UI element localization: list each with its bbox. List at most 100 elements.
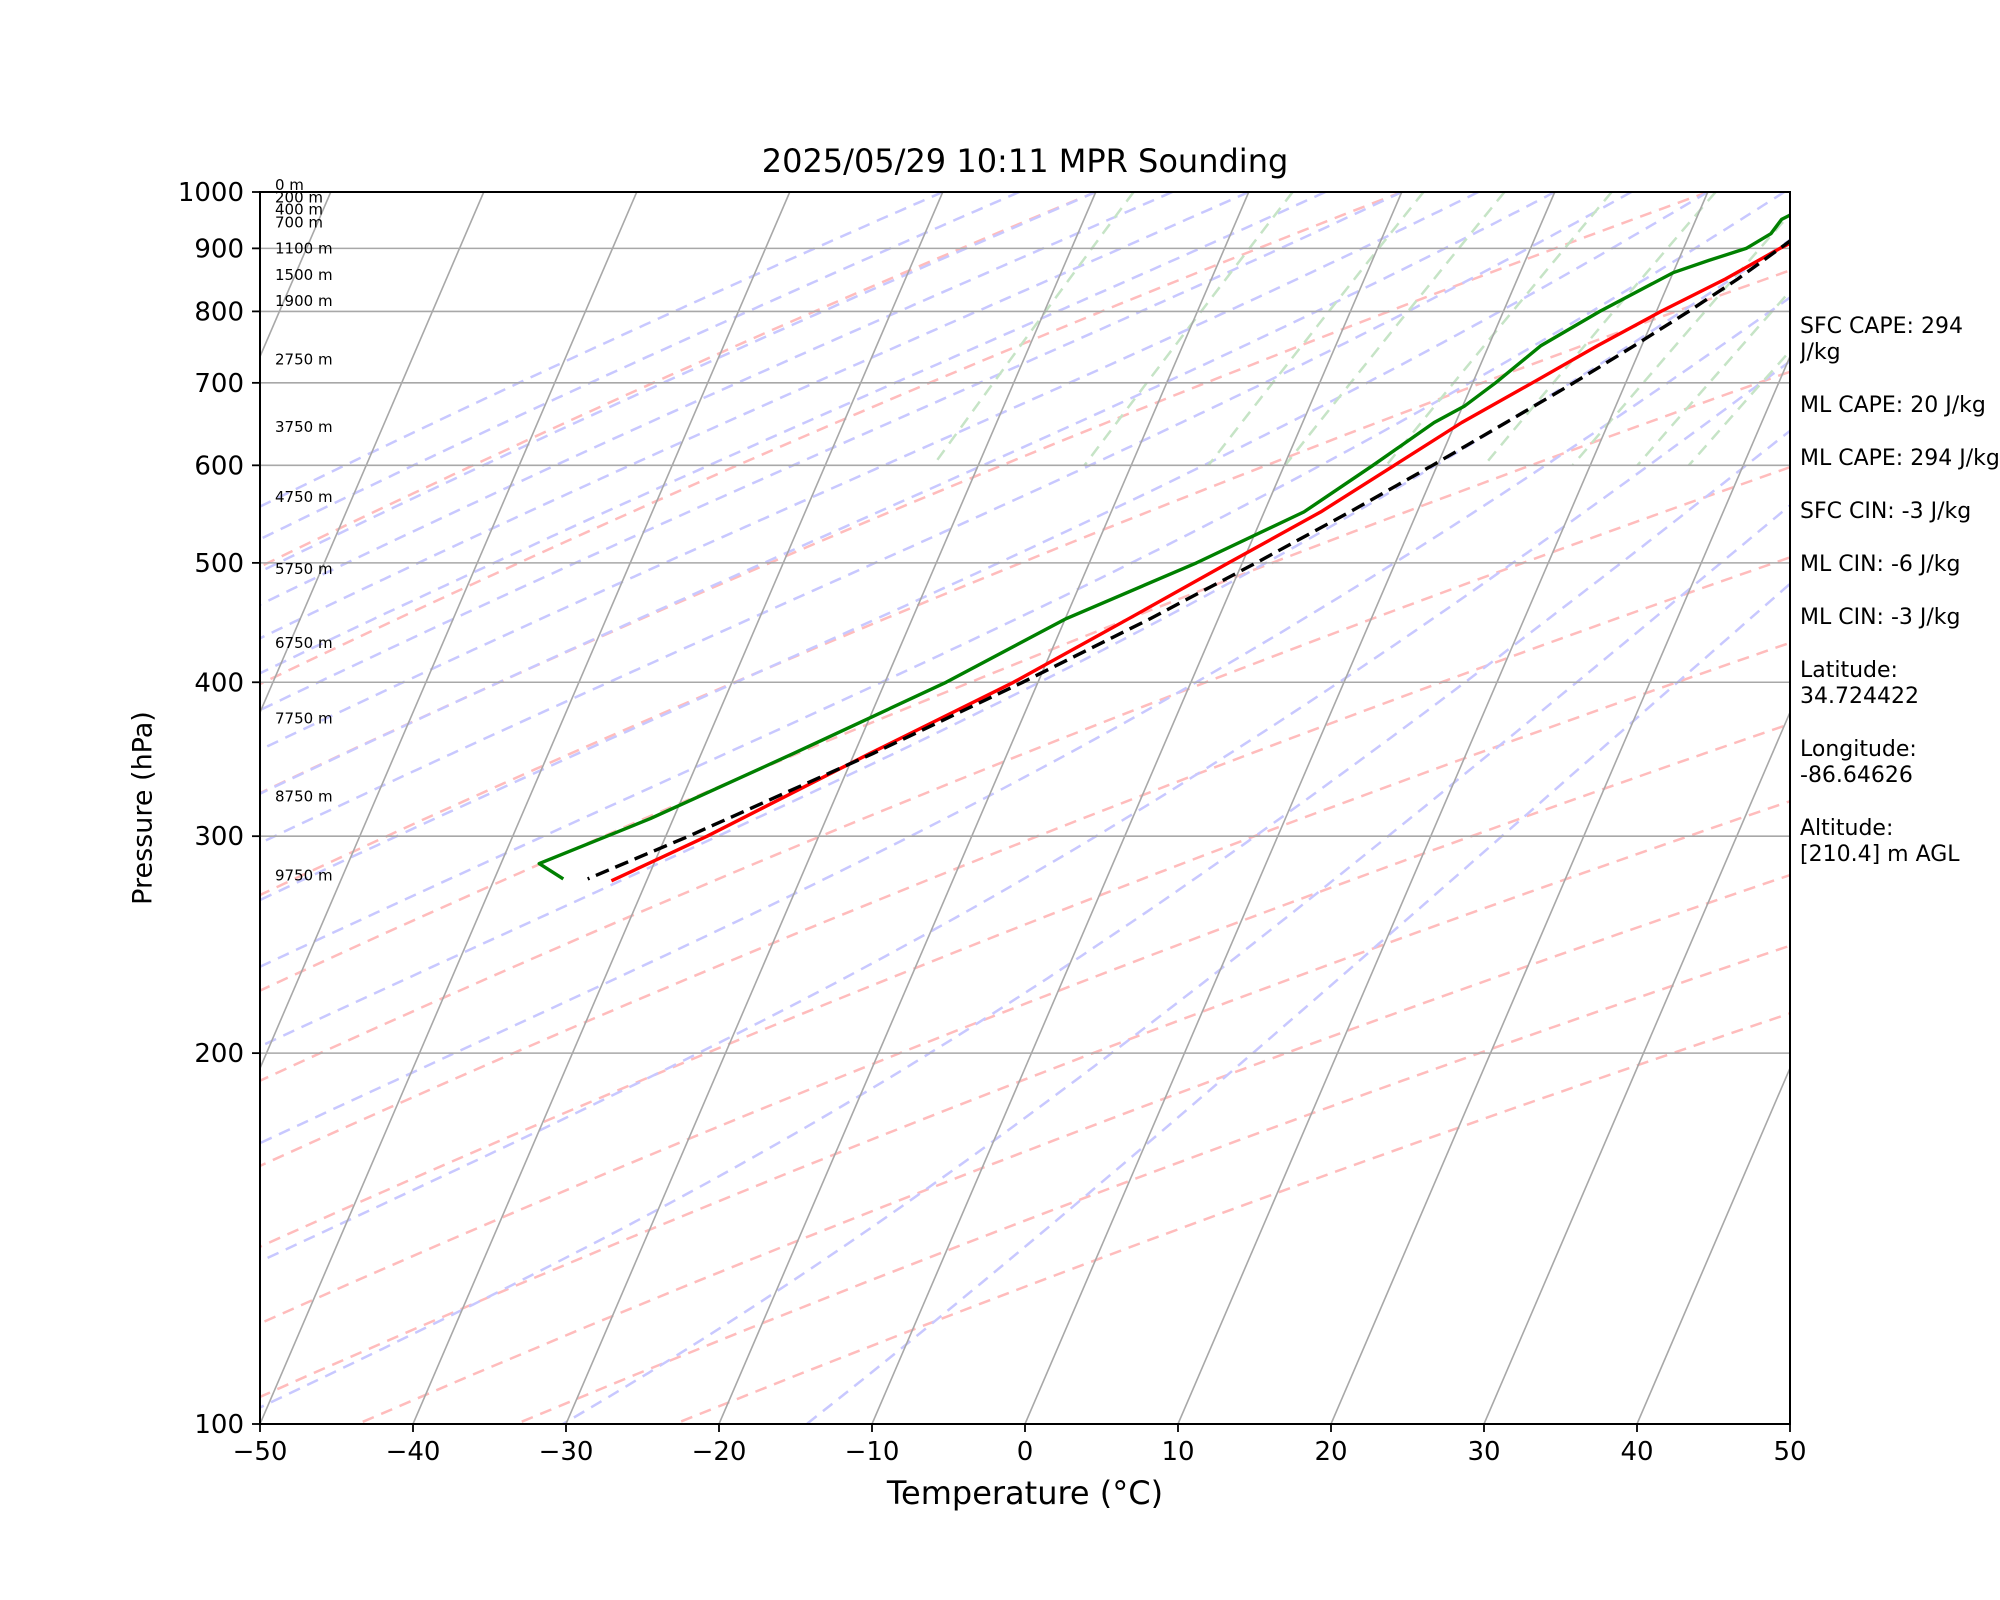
isotherm [260, 192, 791, 1424]
x-tick-label: −50 [233, 1437, 288, 1467]
height-label: 3750 m [275, 418, 333, 436]
y-tick-label: 1000 [178, 178, 244, 208]
x-tick-label: 20 [1314, 1437, 1347, 1467]
moist-adiabat [260, 429, 1790, 1409]
stat-ml-cape-2: ML CAPE: 294 J/kg [1800, 446, 2000, 471]
x-tick-label: −20 [692, 1437, 747, 1467]
height-label: 6750 m [275, 634, 333, 652]
moist-adiabat [260, 192, 1709, 902]
isotherm [565, 192, 1097, 1424]
moist-adiabat [260, 192, 1556, 796]
dry-adiabat [260, 556, 1790, 1168]
y-tick-label: 200 [194, 1039, 244, 1069]
y-axis-label: Pressure (hPa) [127, 711, 159, 905]
moist-adiabat [260, 359, 1790, 1263]
mixing-ratio-line [1571, 212, 1790, 467]
height-label: 9750 m [275, 867, 333, 885]
y-tick-label: 600 [194, 451, 244, 481]
x-tick-label: 30 [1467, 1437, 1500, 1467]
x-tick-label: −40 [386, 1437, 441, 1467]
stat-latitude: Latitude: 34.724422 [1800, 658, 1919, 709]
parcel-profile-line [587, 238, 1790, 881]
dry-adiabat [260, 269, 1790, 897]
height-label: 0 m [275, 176, 304, 194]
moist-adiabat [260, 192, 1479, 752]
height-label: 200 m [275, 188, 323, 206]
x-tick-label: −10 [845, 1437, 900, 1467]
chart-title: 2025/05/29 10:11 MPR Sounding [761, 142, 1289, 180]
dry-adiabat [260, 370, 1790, 992]
moist-adiabat [260, 192, 1250, 640]
mixing-ratio-line [1636, 289, 1790, 467]
height-label: 1100 m [275, 240, 333, 258]
y-tick-label: 100 [194, 1410, 244, 1440]
stat-altitude: Altitude: [210.4] m AGL [1800, 816, 1960, 867]
moist-adiabat [260, 192, 1326, 675]
x-tick-label: 50 [1773, 1437, 1806, 1467]
mixing-ratio-line [1385, 192, 1613, 467]
stat-ml-cape: ML CAPE: 20 J/kg [1800, 393, 1986, 418]
height-label: 1900 m [275, 292, 333, 310]
x-axis-label: Temperature (°C) [886, 1474, 1164, 1512]
dewpoint-line [537, 213, 1790, 881]
moist-adiabat [805, 582, 1790, 1424]
y-tick-label: 500 [194, 549, 244, 579]
x-tick-label: 40 [1620, 1437, 1653, 1467]
height-label: 4750 m [275, 488, 333, 506]
isotherm [1024, 192, 1556, 1424]
y-tick-label: 900 [194, 234, 244, 264]
mixing-ratio-line [1284, 192, 1506, 467]
moist-adiabat [260, 238, 1790, 1048]
height-label: 5750 m [275, 560, 333, 578]
isotherm [1177, 192, 1709, 1424]
temperature-line [610, 241, 1790, 883]
dry-adiabat [260, 641, 1790, 1249]
sounding-stats: SFC CAPE: 294 J/kg ML CAPE: 20 J/kg ML C… [1800, 314, 2000, 895]
moist-adiabat [260, 295, 1790, 1145]
moist-adiabat [260, 192, 1785, 969]
reference-lines [0, 192, 1790, 1424]
stat-sfc-cin: SFC CIN: -3 J/kg [1800, 499, 1972, 524]
dry-adiabat [260, 722, 1790, 1325]
isotherm [260, 192, 638, 1071]
isotherm [1636, 1066, 1790, 1424]
isotherm [412, 192, 944, 1424]
height-label: 2750 m [275, 350, 333, 368]
dry-adiabat [260, 192, 1709, 795]
stat-sfc-cape: SFC CAPE: 294 J/kg [1800, 314, 1963, 365]
y-tick-label: 300 [194, 822, 244, 852]
isotherm [1330, 354, 1790, 1424]
y-tick-label: 800 [194, 297, 244, 327]
height-label: 400 m [275, 201, 323, 219]
isotherm [1483, 710, 1790, 1424]
moist-adiabat [562, 503, 1790, 1424]
axis-layer: −50 −40 −30 −20 −10 0 10 20 30 40 50 1000 900 800 700 6… [178, 178, 1807, 1467]
dry-adiabat [260, 192, 1097, 569]
y-tick-label: 400 [194, 668, 244, 698]
isotherm [0, 192, 25, 1424]
moist-adiabat [260, 192, 1097, 574]
y-tick-label: 700 [194, 369, 244, 399]
stat-ml-cin-2: ML CIN: -3 J/kg [1800, 605, 1961, 630]
dry-adiabat [260, 799, 1790, 1399]
dry-adiabat [260, 465, 1790, 1083]
height-label: 700 m [275, 214, 323, 232]
stat-longitude: Longitude: -86.64626 [1800, 737, 1917, 788]
moist-adiabat [260, 192, 1403, 712]
isotherm [871, 192, 1403, 1424]
x-tick-label: 10 [1161, 1437, 1194, 1467]
dry-adiabat [357, 873, 1790, 1424]
mixing-ratio-line [1083, 192, 1294, 467]
mixing-ratio-line [1483, 192, 1717, 467]
isotherm [260, 192, 332, 359]
mixing-ratio-line [1207, 192, 1425, 467]
height-label: 1500 m [275, 266, 333, 284]
isotherm [718, 192, 1250, 1424]
plot-frame [259, 191, 1791, 1425]
series-layer [537, 213, 1790, 883]
height-label: 8750 m [275, 787, 333, 805]
moist-adiabat [260, 192, 1632, 845]
x-tick-label: 0 [1017, 1437, 1034, 1467]
mixing-ratio-line [1687, 349, 1790, 467]
